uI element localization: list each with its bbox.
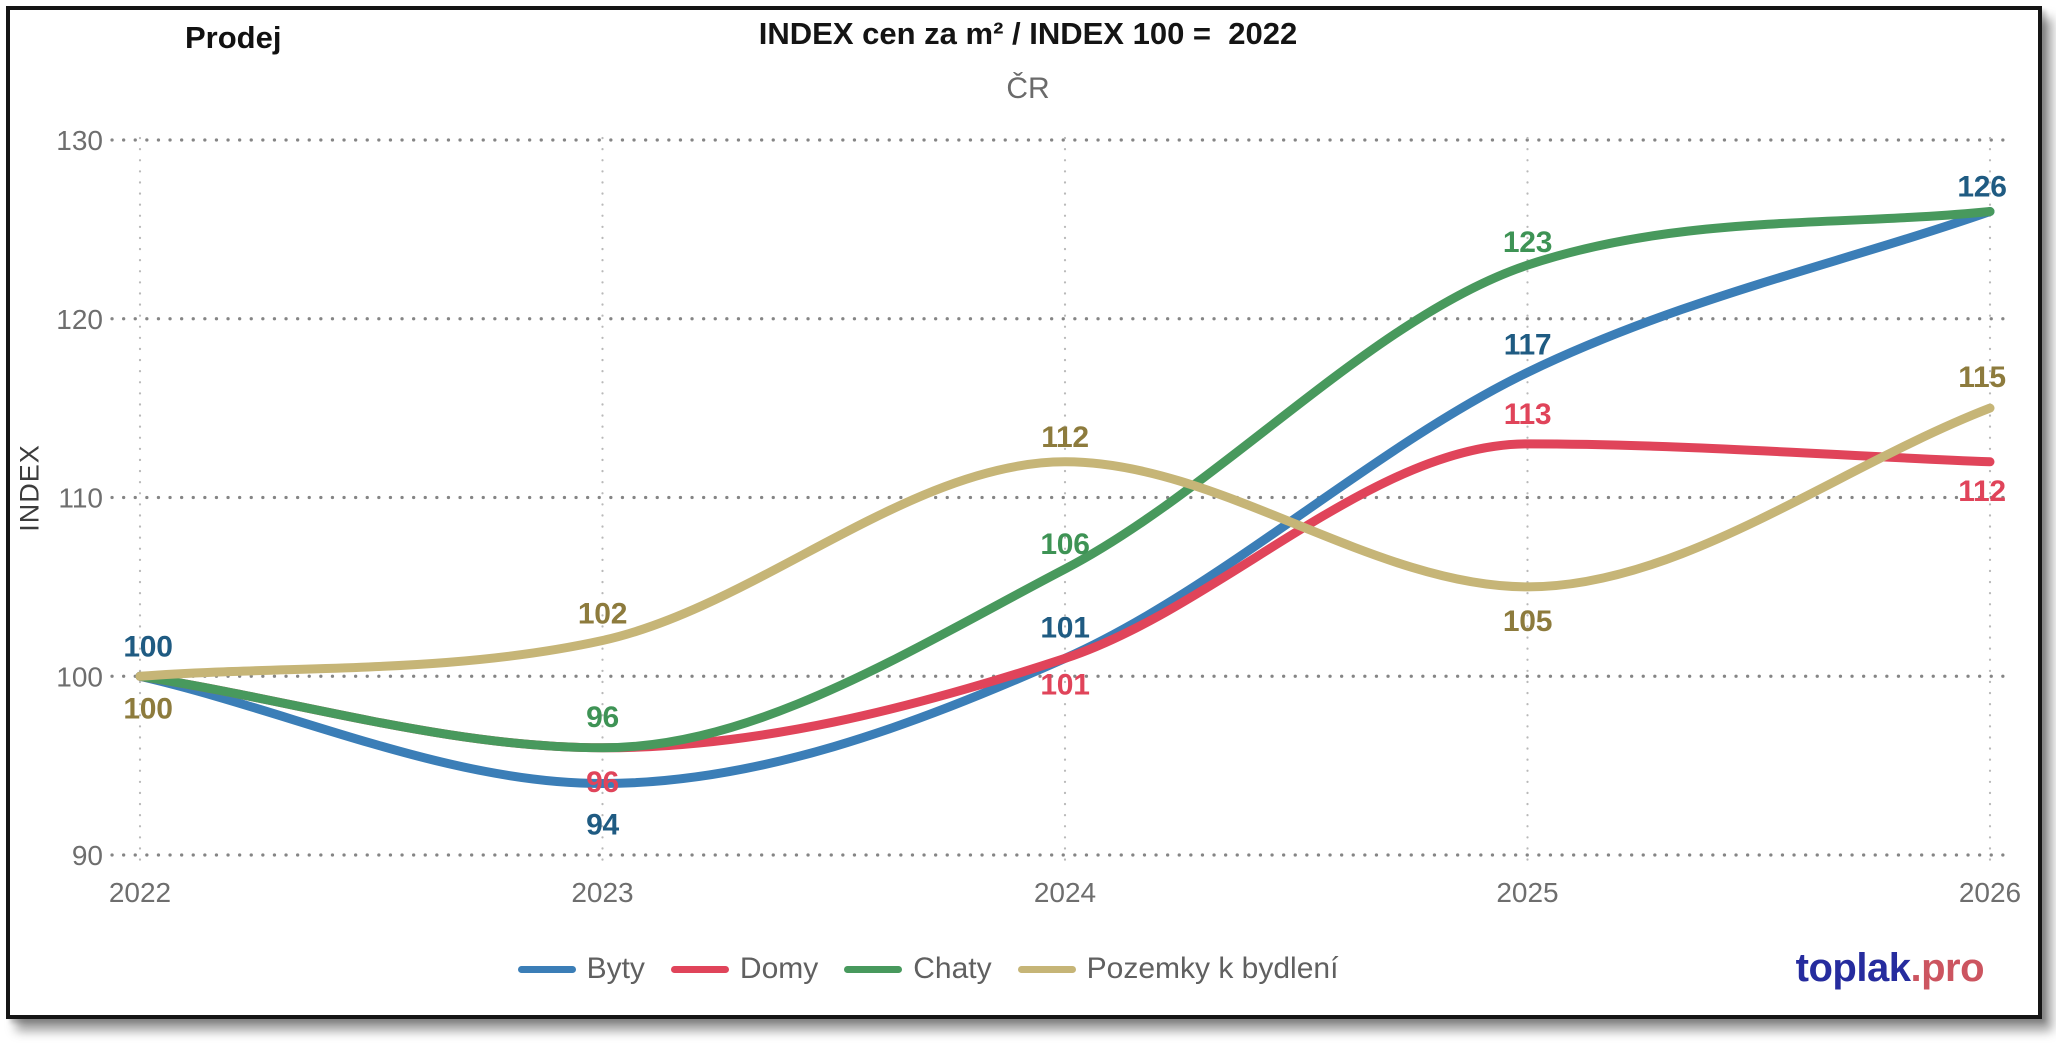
data-label-byty: 100 [123, 630, 172, 663]
y-tick-label: 90 [72, 840, 103, 871]
data-label-byty: 101 [1040, 611, 1089, 644]
x-tick-label: 2024 [1034, 877, 1096, 908]
data-label-chaty: 123 [1503, 226, 1552, 259]
data-label-domy: 112 [1958, 475, 2006, 508]
legend-label: Pozemky k bydlení [1086, 952, 1339, 985]
x-tick-label: 2023 [571, 877, 633, 908]
data-label-chaty: 96 [586, 701, 619, 734]
legend-label: Domy [739, 952, 819, 985]
x-tick-label: 2026 [1959, 877, 2021, 908]
legend-label: Byty [586, 952, 645, 985]
legend-swatch [1017, 965, 1076, 973]
data-label-domy: 101 [1040, 668, 1089, 701]
legend-item-pozemky-k-bydlení[interactable]: Pozemky k bydlení [1017, 952, 1339, 986]
legend-swatch [517, 965, 576, 973]
brand-logo-primary: toplak [1795, 946, 1911, 990]
legend-item-domy[interactable]: Domy [670, 952, 819, 986]
legend-swatch [844, 965, 903, 973]
y-tick-label: 120 [56, 304, 103, 335]
legend: Byty Domy Chaty Pozemky k bydlení [0, 952, 1856, 986]
data-label-domy: 113 [1504, 398, 1552, 431]
data-label-pozemky-k-bydlení: 100 [123, 692, 172, 725]
series-line-pozemky-k-bydlení [135, 403, 1995, 681]
data-label-byty: 126 [1957, 171, 2006, 204]
data-label-domy: 96 [586, 766, 619, 799]
legend-item-byty[interactable]: Byty [517, 952, 645, 986]
chart-title: INDEX cen za m² / INDEX 100 = 2022 [758, 16, 1298, 51]
legend-item-chaty[interactable]: Chaty [844, 952, 992, 986]
series-line-domy [135, 439, 1995, 753]
data-label-byty: 117 [1504, 328, 1552, 361]
legend-swatch [670, 965, 729, 973]
x-tick-label: 2022 [109, 877, 171, 908]
data-label-byty: 94 [586, 809, 619, 842]
y-tick-label: 130 [56, 125, 103, 156]
x-tick-label: 2025 [1496, 877, 1558, 908]
mode-label: Prodej [185, 20, 282, 55]
chart-subtitle: ČR [1006, 72, 1050, 105]
data-label-pozemky-k-bydlení: 112 [1041, 421, 1089, 454]
data-label-chaty: 106 [1040, 528, 1089, 561]
brand-logo-suffix: .pro [1910, 946, 1984, 990]
data-label-pozemky-k-bydlení: 105 [1503, 605, 1552, 638]
legend-label: Chaty [913, 952, 992, 985]
brand-logo[interactable]: toplak.pro [1795, 946, 1985, 991]
chart-card [6, 6, 2042, 1019]
y-tick-label: 110 [58, 483, 103, 514]
data-label-pozemky-k-bydlení: 115 [1958, 361, 2006, 394]
series-line-chaty [135, 207, 1995, 753]
data-label-pozemky-k-bydlení: 102 [578, 598, 627, 631]
y-tick-label: 100 [56, 661, 103, 692]
